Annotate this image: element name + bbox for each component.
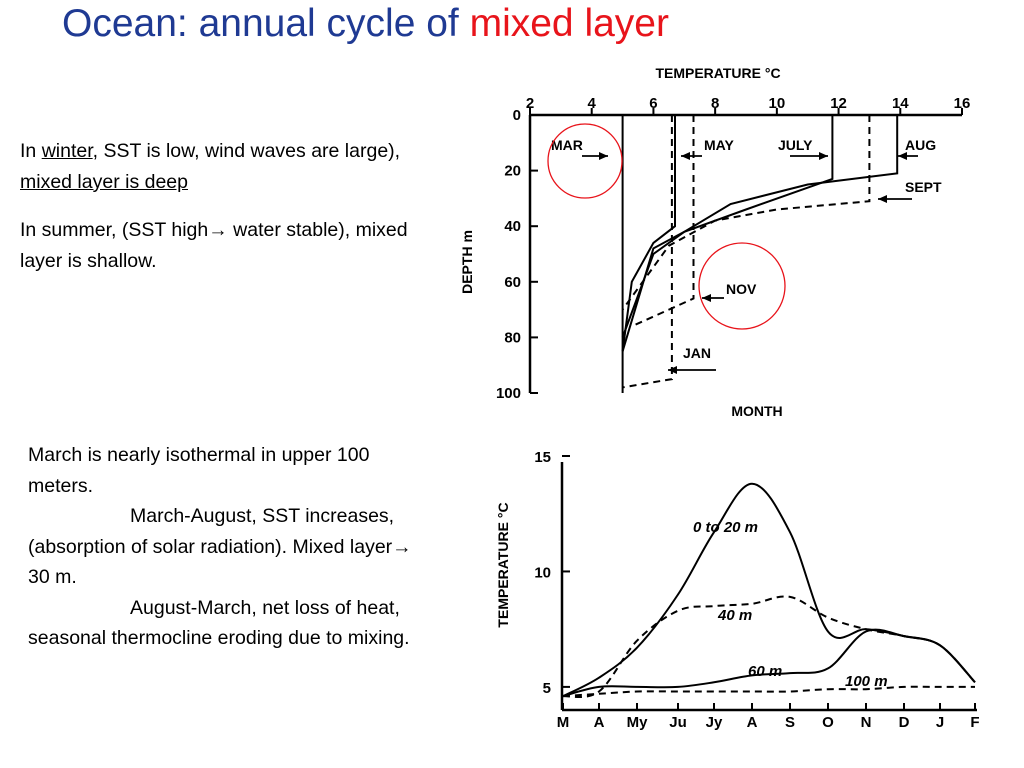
- depth-chart-x-tick-label: 12: [830, 95, 847, 112]
- depth-chart-y-label: DEPTH m: [459, 230, 475, 294]
- annotation-aug: AUG: [905, 137, 936, 153]
- depth-chart-x-tick-label: 8: [711, 95, 719, 112]
- annotation-arrowhead-jan: [668, 366, 677, 374]
- annotation-arrowhead-nov: [702, 294, 711, 302]
- temp-chart-x-tick-label: S: [785, 714, 795, 731]
- series-label-0-to-20-m: 0 to 20 m: [693, 519, 758, 536]
- title-highlight: mixed layer: [469, 2, 669, 45]
- temp-chart-x-tick-label: D: [899, 714, 910, 731]
- profile-sept: [621, 115, 871, 311]
- temp-series-100-m: [562, 685, 975, 698]
- arrow-icon: →: [208, 219, 228, 241]
- depth-chart-y-tick-label: 0: [513, 107, 521, 124]
- winter-paragraph: In winter, SST is low, wind waves are la…: [20, 136, 420, 197]
- annotation-arrowhead-july: [819, 152, 828, 160]
- annotation-mar: MAR: [551, 137, 583, 153]
- depth-chart-y-tick-label: 80: [504, 329, 521, 346]
- annotation-arrowhead-aug: [898, 152, 907, 160]
- depth-chart-y-tick-label: 40: [504, 218, 521, 235]
- temp-chart-x-tick-label: Ju: [669, 714, 687, 731]
- depth-chart-x-tick-label: 4: [588, 95, 597, 112]
- profile-aug: [621, 115, 899, 338]
- annotation-jan: JAN: [683, 345, 711, 361]
- series-label-60-m: 60 m: [748, 663, 782, 680]
- winter-deep-phrase: mixed layer is deep: [20, 170, 188, 193]
- march-august-end: 30 m.: [28, 566, 77, 588]
- highlight-circle-mar: [547, 123, 623, 199]
- depth-chart-x-tick-label: 16: [954, 95, 971, 112]
- temp-chart-x-tick-label: A: [747, 714, 758, 731]
- profile-may: [621, 115, 676, 352]
- series-label-100-m: 100 m: [845, 673, 888, 690]
- temp-chart-x-tick-label: F: [970, 714, 979, 731]
- temp-chart-y-label: TEMPERATURE °C: [495, 502, 511, 627]
- annotation-nov: NOV: [726, 281, 757, 297]
- temp-chart-x-tick-label: My: [627, 714, 648, 731]
- depth-chart-x-tick-label: 6: [649, 95, 657, 112]
- depth-chart-x-label: TEMPERATURE °C: [655, 65, 780, 81]
- temp-chart-x-tick-label: O: [822, 714, 834, 731]
- winter-word: winter: [41, 140, 93, 162]
- temp-chart-x-tick-label: J: [936, 714, 944, 731]
- depth-chart-y-tick-label: 20: [504, 163, 521, 180]
- temp-chart-x-tick-label: M: [557, 714, 570, 731]
- temp-series-40-m: [562, 595, 976, 699]
- temp-chart-x-tick-label: A: [594, 714, 605, 731]
- annotation-arrowhead-may: [681, 152, 690, 160]
- depth-chart-x-tick-label: 14: [892, 95, 909, 112]
- temp-chart-y-tick-label: 10: [534, 564, 551, 581]
- series-label-40-m: 40 m: [717, 607, 752, 624]
- temp-series-60-m: [562, 628, 976, 698]
- temp-chart-y-tick-label: 5: [543, 680, 551, 697]
- depth-chart-y-tick-label: 60: [504, 274, 521, 291]
- temp-chart-y-tick-label: 15: [534, 449, 551, 466]
- annotation-may: MAY: [704, 137, 734, 153]
- august-march-text: August-March, net loss of heat, seasonal…: [28, 593, 432, 654]
- summer-text-start: In summer, (SST high: [20, 219, 209, 241]
- text-block-winter-summer: In winter, SST is low, wind waves are la…: [20, 136, 420, 276]
- winter-text-in: In: [20, 140, 42, 162]
- march-august-main: March-August, SST increases, (absorption…: [28, 505, 395, 558]
- summer-text-end: water stable), mixed layer is shallow.: [20, 219, 408, 272]
- temp-chart-x-tick-label: N: [861, 714, 872, 731]
- text-block-seasonal: March is nearly isothermal in upper 100 …: [28, 440, 432, 654]
- winter-text-mid: , SST is low, wind waves are large),: [92, 140, 401, 162]
- august-march-main: August-March, net loss of heat, seasonal…: [28, 596, 410, 650]
- temp-chart-x-tick-label: Jy: [706, 714, 723, 731]
- annotation-july: JULY: [778, 137, 813, 153]
- depth-chart-y-tick-label: 100: [496, 385, 521, 402]
- highlight-circle-nov: [698, 242, 786, 330]
- depth-chart-month-label: MONTH: [731, 403, 782, 419]
- march-august-text: March-August, SST increases, (absorption…: [28, 501, 432, 593]
- depth-chart-x-tick-label: 2: [526, 95, 534, 112]
- annotation-arrowhead-sept: [878, 195, 887, 203]
- summer-paragraph: In summer, (SST high→ water stable), mix…: [20, 215, 420, 276]
- depth-chart-x-tick-label: 10: [769, 95, 786, 112]
- title-main: Ocean: annual cycle of: [62, 2, 470, 45]
- annotation-sept: SEPT: [905, 179, 942, 195]
- arrow-icon: →: [392, 535, 412, 558]
- profile-nov: [631, 115, 695, 328]
- annotation-arrowhead-mar: [599, 152, 608, 160]
- march-isothermal-text: March is nearly isothermal in upper 100 …: [28, 444, 370, 497]
- slide-title: Ocean: annual cycle of mixed layer: [62, 2, 669, 46]
- profile-jan: [622, 115, 673, 389]
